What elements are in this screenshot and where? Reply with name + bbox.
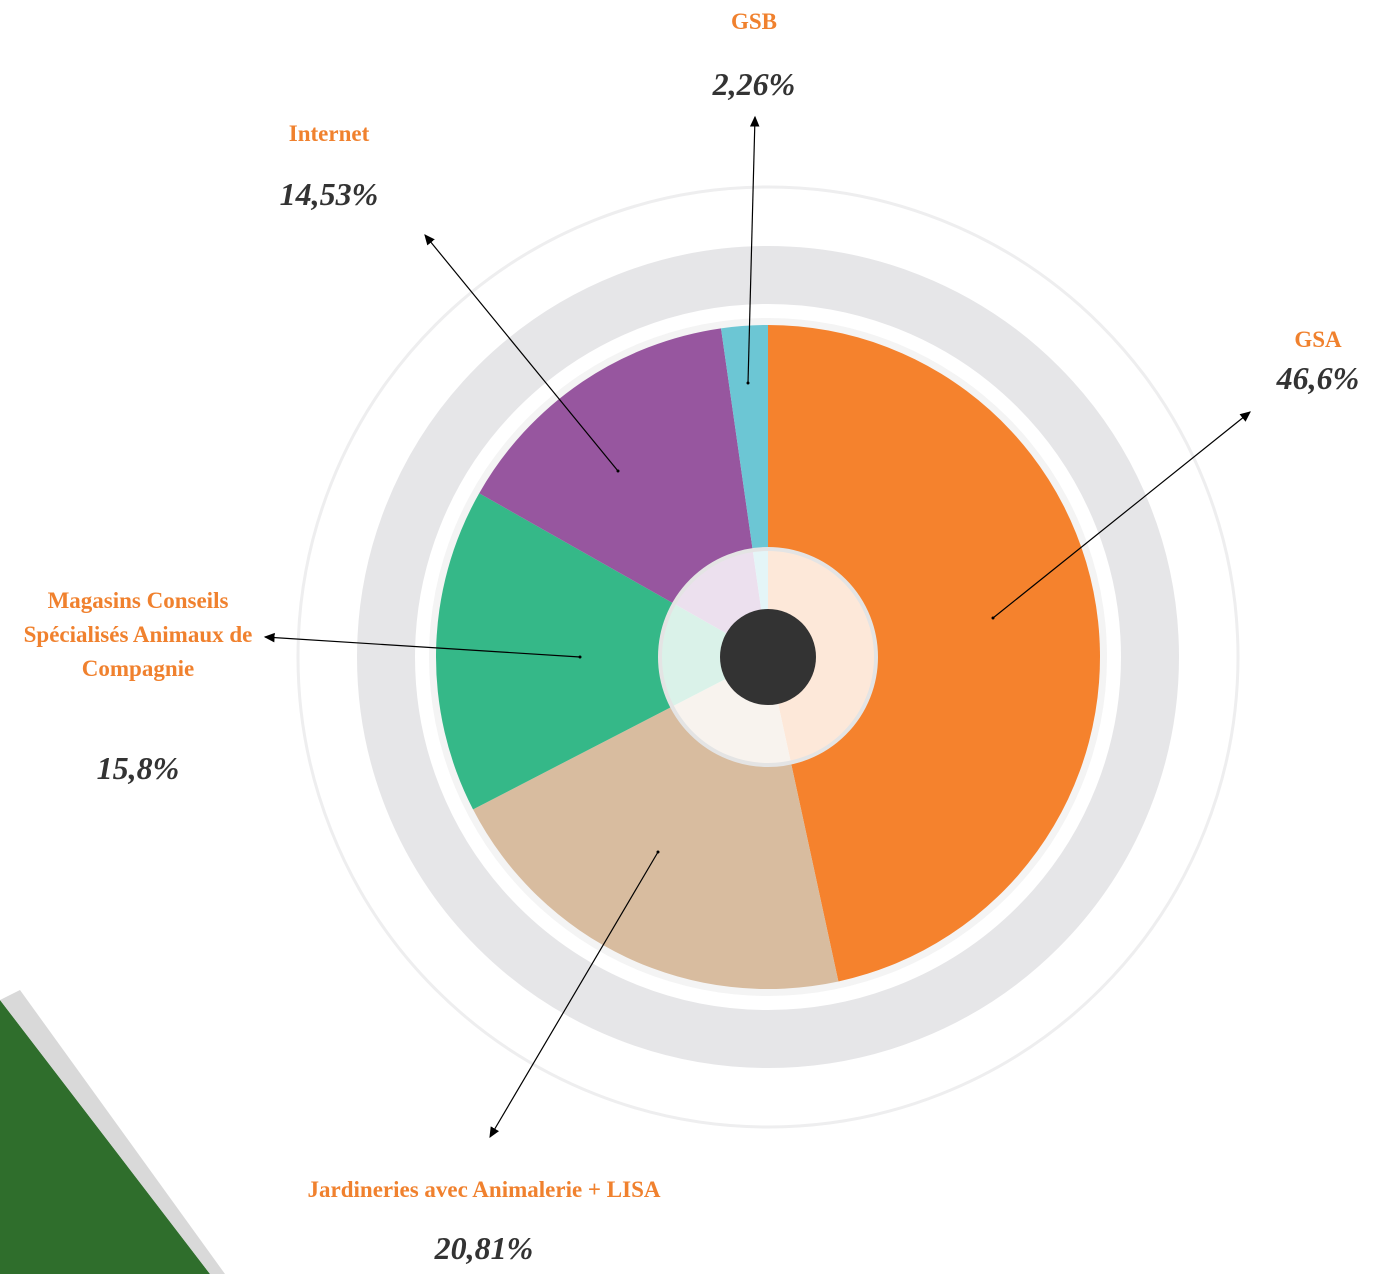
value-label: 46,6%	[1277, 360, 1360, 397]
slice-name: GSA	[1258, 323, 1378, 357]
value-label: 2,26%	[713, 66, 796, 103]
slice-name: Jardineries avec Animalerie + LISA	[204, 1173, 764, 1207]
page: GSA46,6% Jardineries avec Animalerie + LI…	[0, 0, 1380, 1274]
leader-dot	[747, 382, 750, 385]
slice-name: GSB	[694, 5, 814, 39]
slice-name: Internet	[229, 117, 429, 151]
slice-name: Magasins Conseils Spécialisés Animaux de…	[0, 584, 278, 686]
leader-dot	[579, 656, 582, 659]
leader-dot	[657, 851, 660, 854]
value-label: 20,81%	[435, 1230, 534, 1267]
leader-dot	[992, 617, 995, 620]
center-dot	[720, 609, 816, 705]
value-label: 14,53%	[280, 176, 379, 213]
value-label: 15,8%	[97, 750, 180, 787]
leader-dot	[617, 470, 620, 473]
